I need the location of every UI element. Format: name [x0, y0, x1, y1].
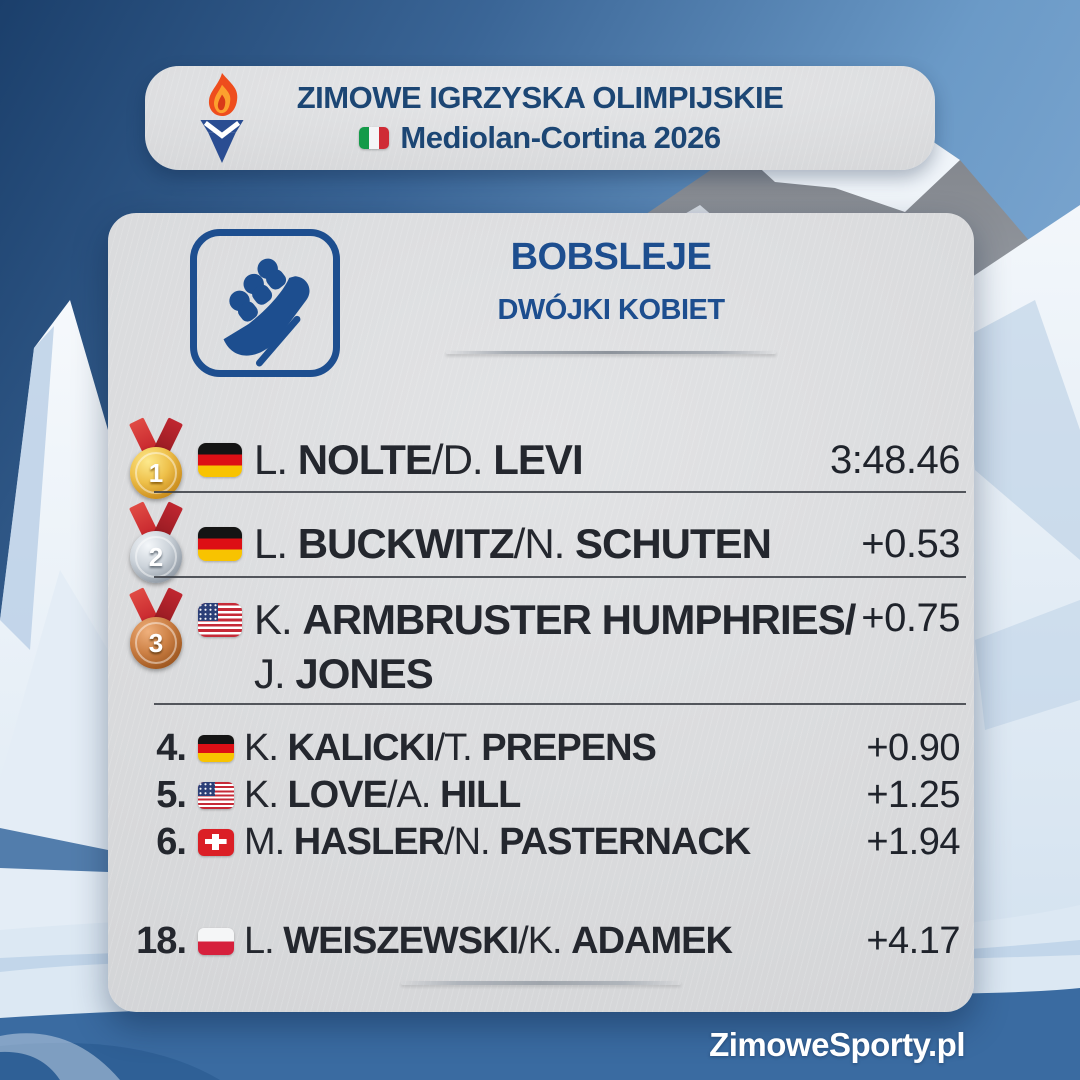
- rank-label: 4.: [156, 726, 187, 769]
- team-name: K. LOVE/A. HILL: [244, 774, 521, 816]
- result-row-6: 6. M. HASLER/N. PASTERNACK +1.94: [128, 819, 960, 865]
- switzerland-flag-icon: [198, 828, 234, 856]
- team-name: K. ARMBRUSTER HUMPHRIES/ J. JONES: [254, 596, 856, 697]
- row-divider: [154, 491, 966, 493]
- event-title: BOBSLEJE: [510, 236, 712, 278]
- team-name: L. WEISZEWSKI/K. ADAMEK: [244, 920, 733, 962]
- team-name: L. NOLTE/D. LEVI: [254, 436, 584, 483]
- olympic-torch-icon: [200, 72, 244, 164]
- result-time: +0.90: [866, 726, 960, 769]
- bobsled-icon: [190, 229, 340, 377]
- result-time: +0.53: [861, 521, 960, 566]
- event-header: BOBSLEJE DWÓJKI KOBIET: [318, 235, 904, 354]
- team-name: M. HASLER/N. PASTERNACK: [244, 821, 751, 863]
- bronze-medal-icon: 3: [128, 587, 184, 669]
- germany-flag-icon: [198, 527, 242, 561]
- silver-medal-icon: 2: [128, 501, 184, 583]
- poland-flag-icon: [198, 927, 234, 955]
- team-name: K. KALICKI/T. PREPENS: [244, 727, 657, 769]
- usa-flag-icon: [198, 781, 234, 809]
- result-row-1: 1 L. NOLTE/D. LEVI 3:48.46: [128, 417, 960, 501]
- event-subtitle: DWÓJKI KOBIET: [497, 294, 725, 326]
- rank-label: 6.: [156, 820, 187, 863]
- card-bottom-divider: [401, 981, 681, 985]
- result-row-2: 2 L. BUCKWITZ/N. SCHUTEN +0.53: [128, 501, 960, 585]
- medal-rank: 1: [148, 457, 164, 488]
- germany-flag-icon: [198, 443, 242, 477]
- games-title: ZIMOWE IGRZYSKA OLIMPIJSKIE: [296, 80, 784, 115]
- medal-rank: 3: [148, 627, 164, 658]
- usa-flag-icon: [198, 603, 242, 637]
- brand-watermark: ZimoweSporty.pl: [709, 1026, 965, 1063]
- italy-flag-icon: [359, 127, 390, 149]
- header-banner: ZIMOWE IGRZYSKA OLIMPIJSKIE Mediolan-Cor…: [145, 66, 935, 170]
- result-row-4: 4. K. KALICKI/T. PREPENS +0.90: [128, 725, 960, 771]
- games-host-line: Mediolan-Cortina 2026: [359, 120, 721, 156]
- result-row-3: 3 K. ARMBRUSTER HUMPHRIES/ J. JONES +0.7…: [128, 587, 960, 701]
- result-time: 3:48.46: [830, 437, 960, 482]
- result-time: +0.75: [861, 596, 960, 640]
- germany-flag-icon: [198, 734, 234, 762]
- team-name: L. BUCKWITZ/N. SCHUTEN: [254, 520, 772, 567]
- result-time: +4.17: [866, 919, 960, 962]
- row-divider: [154, 576, 966, 578]
- result-row-18: 18. L. WEISZEWSKI/K. ADAMEK +4.17: [128, 918, 960, 964]
- gold-medal-icon: 1: [128, 417, 184, 499]
- header-divider: [446, 351, 776, 354]
- results-card: BOBSLEJE DWÓJKI KOBIET 1 L. NOLTE/D. LEV…: [108, 213, 974, 1012]
- rank-label: 18.: [136, 919, 187, 962]
- result-row-5: 5. K. LOVE/A. HILL +1.25: [128, 772, 960, 818]
- row-divider: [154, 703, 966, 705]
- result-time: +1.25: [866, 773, 960, 816]
- medal-rank: 2: [148, 541, 164, 572]
- host-city-year: Mediolan-Cortina 2026: [400, 120, 721, 155]
- result-time: +1.94: [866, 820, 960, 863]
- banner-text: ZIMOWE IGRZYSKA OLIMPIJSKIE Mediolan-Cor…: [145, 66, 935, 170]
- rank-label: 5.: [156, 773, 187, 816]
